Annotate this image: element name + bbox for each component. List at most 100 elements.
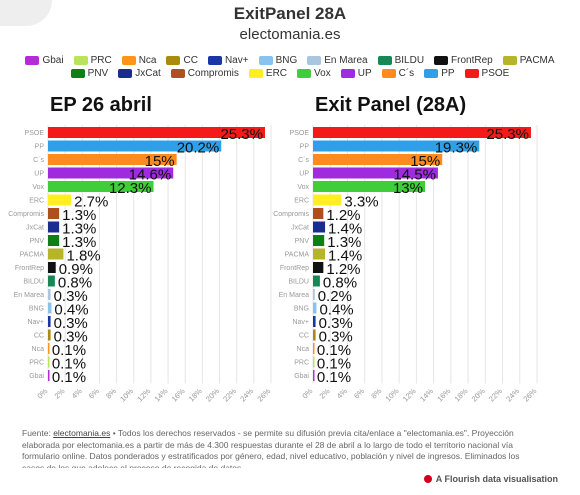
category-label: BILDU <box>23 279 44 286</box>
legend-item[interactable]: PSOE <box>464 68 509 79</box>
legend-item[interactable]: PNV <box>70 68 109 79</box>
category-label: PRC <box>294 360 309 367</box>
legend: Gbai PRC Nca CC Nav+ BNG En Marea BILDU FrontRep… <box>20 55 560 79</box>
x-tick-label: 20% <box>470 386 487 403</box>
legend-item[interactable]: PP <box>424 68 455 79</box>
legend-item[interactable]: Nav+ <box>207 55 249 66</box>
legend-item[interactable]: En Marea <box>307 55 368 66</box>
category-label: Gbai <box>29 373 44 380</box>
bar <box>313 208 324 219</box>
x-tick-label: 2% <box>318 386 332 400</box>
bar <box>48 181 154 192</box>
bar <box>313 194 342 206</box>
legend-item[interactable]: C´s <box>381 68 414 79</box>
legend-item[interactable]: Compromis <box>170 68 239 79</box>
category-label: Nca <box>297 346 310 353</box>
legend-item[interactable]: FrontRep <box>434 55 493 66</box>
category-label: PSOE <box>25 130 45 137</box>
legend-swatch <box>170 69 185 78</box>
value-label: 0.8% <box>323 275 357 292</box>
chart-title: ExitPanel 28A <box>233 4 347 23</box>
category-label: C´s <box>33 157 44 164</box>
legend-swatch <box>377 56 392 65</box>
category-label: En Marea <box>14 292 44 299</box>
category-label: Nav+ <box>27 319 44 326</box>
x-tick-label: 22% <box>487 386 504 403</box>
legend-item[interactable]: CC <box>166 55 198 66</box>
credit-label: A Flourish data visualisation <box>435 474 558 484</box>
x-tick-label: 4% <box>70 386 84 400</box>
footer-text: • Todos los derechos reservados - se per… <box>22 428 520 468</box>
x-tick-label: 14% <box>418 386 435 403</box>
footer-prefix: Fuente: <box>22 428 54 438</box>
bar-charts: 0% 2% 4% 6% 8% 10% 12% 14% 16% 18% 20% 22% 24% 26%PSO… <box>8 125 539 404</box>
category-label: Gbai <box>294 373 309 380</box>
legend-item[interactable]: JxCat <box>118 68 161 79</box>
flourish-credit[interactable]: A Flourish data visualisation <box>423 474 558 484</box>
legend-item[interactable]: UP <box>340 68 372 79</box>
x-tick-label: 4% <box>335 386 349 400</box>
legend-label: Nca <box>138 55 157 66</box>
bar <box>313 329 316 341</box>
value-label: 0.3% <box>319 315 353 332</box>
legend-label: PNV <box>87 68 109 79</box>
bar <box>313 154 443 165</box>
value-label: 12.3% <box>109 180 152 197</box>
legend-item[interactable]: PACMA <box>502 55 555 66</box>
bar <box>313 127 531 138</box>
legend-item[interactable]: Vox <box>297 68 331 79</box>
value-label: 3.3% <box>344 194 378 211</box>
bar <box>313 181 425 192</box>
legend-item[interactable]: BNG <box>258 55 297 66</box>
x-tick-label: 6% <box>87 386 101 400</box>
bar <box>313 235 325 246</box>
category-label: BNG <box>29 306 44 313</box>
legend-item[interactable]: ERC <box>248 68 288 79</box>
legend-label: PACMA <box>519 55 555 66</box>
legend-item[interactable]: Nca <box>121 55 157 66</box>
value-label: 1.2% <box>326 261 360 278</box>
bar <box>48 356 50 368</box>
legend-swatch <box>434 56 449 65</box>
value-label: 1.8% <box>66 248 100 265</box>
x-tick-label: 24% <box>238 386 255 403</box>
legend-swatch <box>381 69 396 78</box>
bar <box>48 302 52 314</box>
legend-label: Gbai <box>42 55 64 66</box>
bar <box>313 302 317 314</box>
legend-swatch <box>258 56 273 65</box>
category-label: PNV <box>30 238 45 245</box>
value-label: 0.9% <box>59 261 93 278</box>
legend-item[interactable]: PRC <box>73 55 112 66</box>
flourish-logo-icon <box>423 475 432 483</box>
legend-label: BILDU <box>394 55 425 66</box>
source-link[interactable]: electomania.es <box>53 428 111 438</box>
bar <box>313 262 324 273</box>
value-label: 15% <box>410 153 440 170</box>
legend-label: Compromis <box>187 68 239 79</box>
value-label: 0.3% <box>54 329 88 346</box>
bar <box>48 127 265 138</box>
legend-item[interactable]: BILDU <box>377 55 425 66</box>
category-label: PNV <box>295 238 310 245</box>
bar <box>48 154 177 165</box>
legend-swatch <box>340 69 355 78</box>
category-label: Compromis <box>8 211 44 218</box>
category-label: ERC <box>29 198 44 205</box>
bar <box>48 289 51 300</box>
legend-label: ERC <box>265 68 288 79</box>
bar <box>313 370 315 381</box>
value-label: 0.3% <box>54 315 88 332</box>
value-label: 1.2% <box>326 207 360 224</box>
legend-swatch <box>25 56 40 65</box>
bar <box>313 343 315 354</box>
legend-swatch <box>207 56 222 65</box>
value-label: 0.1% <box>52 369 86 386</box>
legend-label: En Marea <box>324 55 368 66</box>
category-label: CC <box>299 333 309 340</box>
legend-item[interactable]: Gbai <box>25 55 64 66</box>
value-label: 1.3% <box>62 234 96 251</box>
value-label: 0.4% <box>319 302 353 319</box>
legend-swatch <box>307 56 322 65</box>
legend-swatch <box>502 56 517 65</box>
